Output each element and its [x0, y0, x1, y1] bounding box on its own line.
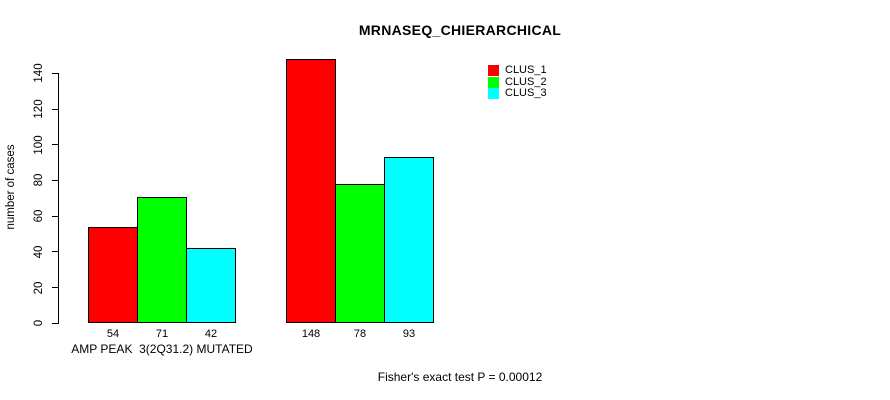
bar-clus_1: [286, 59, 336, 324]
y-axis-tick-label: 100: [32, 135, 45, 155]
legend-swatch: [488, 76, 499, 88]
category-label: AMP PEAK 3(2Q31.2) MUTATED: [71, 342, 253, 356]
y-axis-tick: [52, 179, 59, 181]
y-axis-tick-label: 80: [32, 174, 45, 187]
y-axis-tick: [52, 108, 59, 110]
bar-value-label: 54: [106, 328, 120, 340]
legend-item: CLUS_1: [488, 65, 547, 76]
legend-swatch: [488, 65, 499, 76]
y-axis-tick-label: 0: [32, 320, 45, 327]
legend-swatch: [488, 88, 499, 100]
y-axis-tick: [52, 72, 59, 74]
bar-clus_3: [186, 248, 236, 324]
y-axis-line: [58, 73, 59, 324]
legend-label: CLUS_1: [505, 64, 547, 76]
y-axis-tick: [52, 215, 59, 217]
bar-clus_3: [384, 157, 434, 324]
bar-value-label: 42: [204, 328, 218, 340]
chart-title: MRNASEQ_CHIERARCHICAL: [358, 22, 562, 38]
legend-label: CLUS_2: [505, 75, 547, 88]
legend-item: CLUS_2: [488, 75, 547, 88]
y-axis-tick-label: 140: [32, 63, 45, 83]
y-axis-tick: [52, 251, 59, 253]
y-axis-tick: [52, 144, 59, 146]
bar-clus_2: [335, 184, 385, 324]
y-axis-tick-label: 60: [32, 209, 45, 223]
bar-value-label: 93: [402, 328, 416, 340]
legend: CLUS_1 CLUS_2 CLUS_3: [488, 65, 547, 100]
bar-value-label: 78: [353, 328, 367, 340]
fisher-test-annotation: Fisher's exact test P = 0.00012: [377, 370, 543, 384]
legend-item: CLUS_3: [488, 87, 547, 100]
y-axis-tick-label: 20: [32, 281, 45, 294]
legend-label: CLUS_3: [505, 87, 547, 100]
y-axis-tick-label: 40: [32, 245, 45, 259]
bar-clus_2: [137, 196, 187, 324]
bar-clus_1: [88, 226, 138, 324]
y-axis-tick: [52, 287, 59, 289]
y-axis-tick: [52, 322, 59, 324]
bar-value-label: 71: [155, 328, 169, 340]
bar-value-label: 148: [301, 328, 321, 340]
y-axis-label: number of cases: [5, 144, 17, 230]
y-axis-tick-label: 120: [32, 99, 45, 119]
